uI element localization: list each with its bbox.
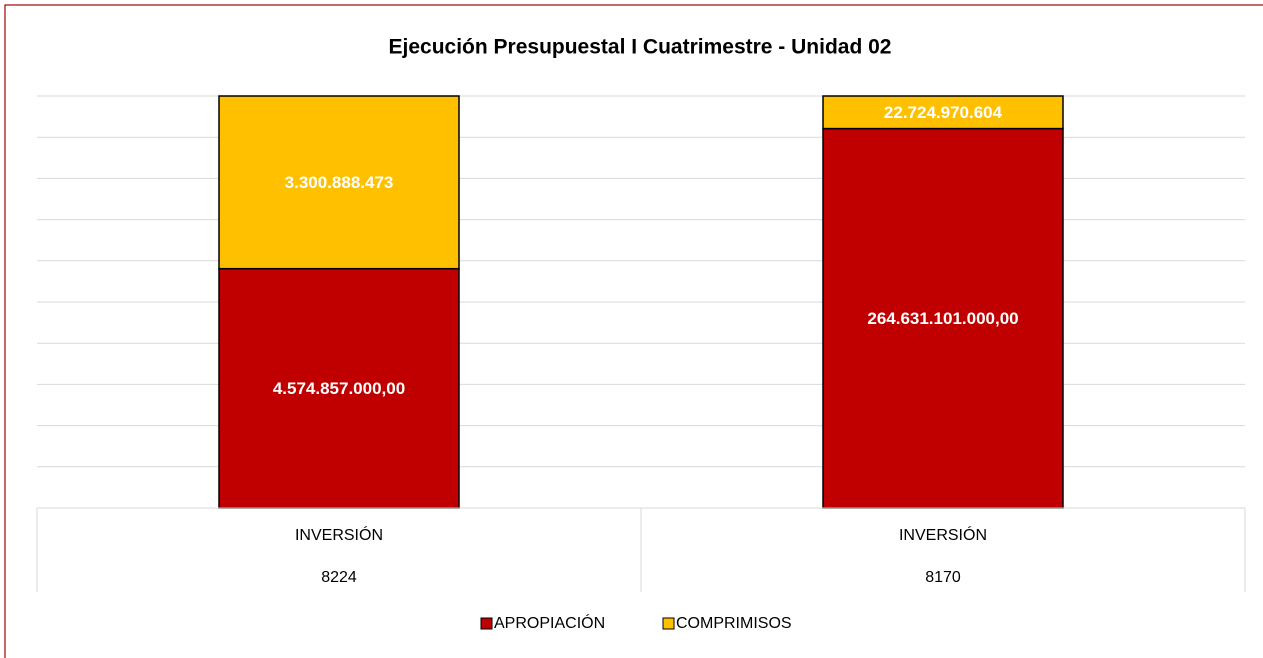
legend-swatch <box>662 617 675 630</box>
x-group-label: 8170 <box>925 569 961 586</box>
bar-segment <box>822 127 1064 509</box>
x-tick-label: INVERSIÓN <box>295 525 383 544</box>
x-group-label: 8224 <box>321 569 357 586</box>
bar-segment <box>822 95 1064 130</box>
bar-segment <box>218 267 460 509</box>
data-label: 264.631.101.000,00 <box>867 309 1018 328</box>
data-label: 4.574.857.000,00 <box>273 379 405 398</box>
data-label: 22.724.970.604 <box>884 103 1003 122</box>
chart-title: Ejecución Presupuestal I Cuatrimestre - … <box>389 36 892 59</box>
legend-swatch <box>480 617 493 630</box>
bar-segment <box>218 95 460 270</box>
legend-label: APROPIACIÓN <box>494 613 605 632</box>
data-label: 3.300.888.473 <box>285 173 394 192</box>
chart-frame <box>4 4 1263 658</box>
legend-label: COMPRIMISOS <box>676 615 792 632</box>
x-tick-label: INVERSIÓN <box>899 525 987 544</box>
